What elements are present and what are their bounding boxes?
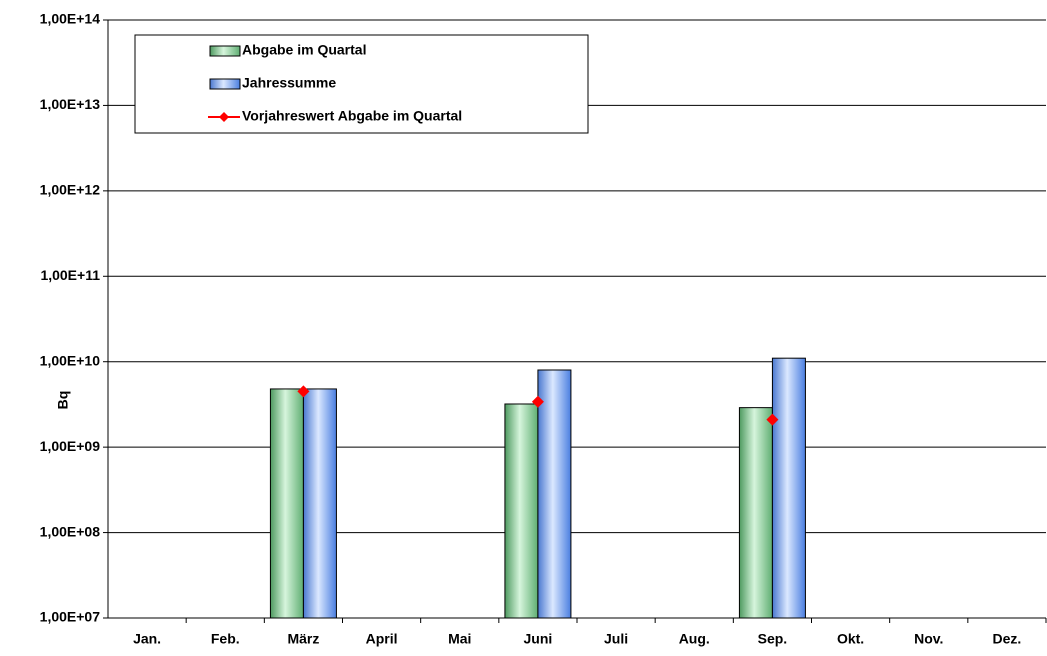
bar <box>738 407 773 619</box>
marker <box>531 395 544 408</box>
x-tick-label: April <box>366 631 398 647</box>
x-tick-label: Feb. <box>211 631 240 647</box>
legend-label: Abgabe im Quartal <box>242 42 366 58</box>
legend-label: Vorjahreswert Abgabe im Quartal <box>242 108 462 124</box>
x-tick-label: Nov. <box>914 631 943 647</box>
x-tick-label: Mai <box>448 631 471 647</box>
x-tick-label: März <box>287 631 319 647</box>
legend-swatch <box>209 45 241 57</box>
bar <box>302 388 337 619</box>
bar <box>771 357 806 619</box>
marker <box>766 413 779 426</box>
y-tick-label: 1,00E+07 <box>40 609 101 625</box>
y-tick-label: 1,00E+12 <box>40 182 101 198</box>
y-tick-label: 1,00E+10 <box>40 352 101 368</box>
y-tick-label: 1,00E+14 <box>40 11 101 27</box>
x-tick-label: Juni <box>524 631 553 647</box>
x-tick-label: Okt. <box>837 631 864 647</box>
y-tick-label: 1,00E+09 <box>40 438 101 454</box>
x-tick-label: Sep. <box>758 631 788 647</box>
y-axis-label: Bq <box>55 391 71 410</box>
x-tick-label: Aug. <box>679 631 710 647</box>
legend-label: Jahressumme <box>242 75 336 91</box>
legend-swatch <box>209 78 241 90</box>
bar <box>504 403 539 619</box>
bar <box>269 388 304 619</box>
y-tick-label: 1,00E+11 <box>40 267 100 283</box>
y-tick-label: 1,00E+13 <box>40 96 101 112</box>
legend-marker <box>219 112 229 122</box>
marker <box>297 385 310 398</box>
y-tick-label: 1,00E+08 <box>40 523 101 539</box>
x-tick-label: Dez. <box>993 631 1022 647</box>
x-tick-label: Jan. <box>133 631 161 647</box>
x-tick-label: Juli <box>604 631 628 647</box>
bar <box>537 369 572 619</box>
